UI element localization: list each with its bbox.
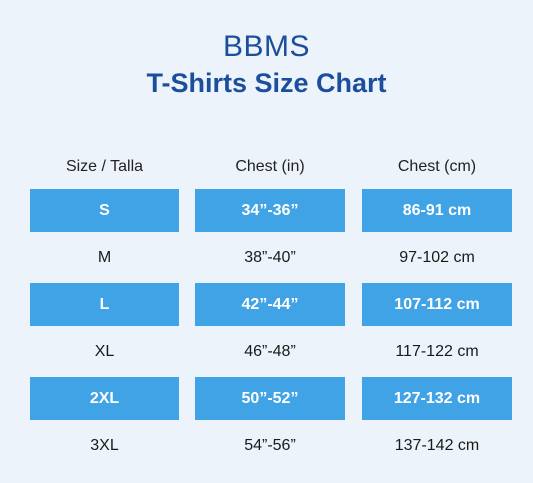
table-cell-size: 3XL xyxy=(90,437,119,454)
page-title: T-Shirts Size Chart xyxy=(146,68,387,98)
column-header-chest-in: Chest (in) xyxy=(235,158,305,175)
table-cell-chest-in: 46”-48” xyxy=(244,343,296,360)
table-cell-size: M xyxy=(97,249,112,266)
table-cell-chest-cm: 97-102 cm xyxy=(399,249,475,266)
table-cell-chest-cm: 117-122 cm xyxy=(395,343,479,360)
table-cell-chest-cm: 107-112 cm xyxy=(362,283,512,326)
table-cell-chest-in: 54”-56” xyxy=(244,437,296,454)
table-cell-chest-in: 50”-52” xyxy=(195,377,345,420)
table-cell-size: S xyxy=(30,189,179,232)
table-cell-size: 2XL xyxy=(30,377,179,420)
table-cell-chest-in: 42”-44” xyxy=(195,283,345,326)
column-header-size: Size / Talla xyxy=(65,158,144,175)
table-cell-size: XL xyxy=(94,343,115,360)
table-cell-chest-cm: 86-91 cm xyxy=(362,189,512,232)
page-title-brand: BBMS xyxy=(222,30,311,63)
column-header-chest-cm: Chest (cm) xyxy=(397,158,477,175)
table-cell-chest-cm: 127-132 cm xyxy=(362,377,512,420)
table-cell-chest-in: 34”-36” xyxy=(195,189,345,232)
table-cell-chest-cm: 137-142 cm xyxy=(394,437,480,454)
table-cell-size: L xyxy=(30,283,179,326)
table-cell-chest-in: 38”-40” xyxy=(244,249,296,266)
